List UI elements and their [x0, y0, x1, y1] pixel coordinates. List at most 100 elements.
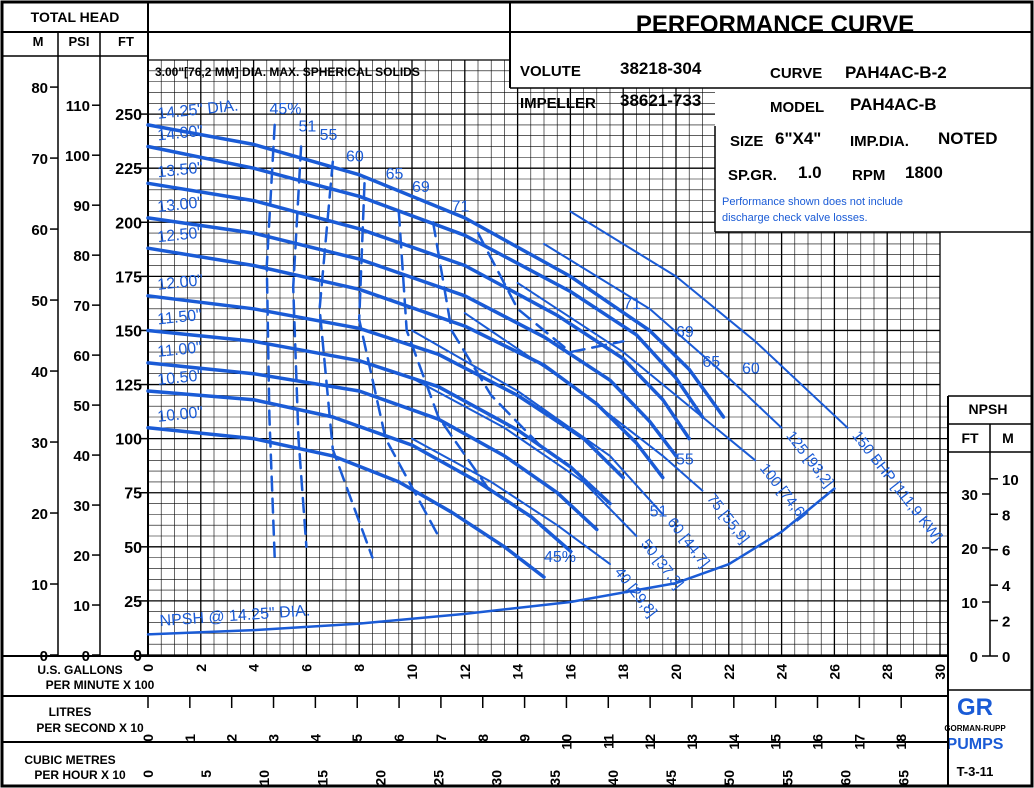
npsh-m-tick-label: 0: [1002, 649, 1010, 666]
m3h-tick-label: 0: [140, 770, 156, 778]
efficiency-line: [265, 123, 276, 559]
psi-tick-label: 110: [66, 98, 90, 115]
npsh-m-tick-label: 4: [1002, 578, 1011, 595]
bhp-line: [411, 329, 664, 516]
m3h-tick-label: 40: [605, 770, 621, 786]
m3h-tick-label: 50: [721, 770, 737, 786]
ft-tick-label: 100: [115, 432, 142, 449]
ft-tick-label: 75: [124, 486, 142, 503]
lps-tick-label: 17: [851, 734, 867, 750]
efficiency-label: 65: [702, 354, 720, 371]
psi-tick-label: 10: [73, 598, 90, 615]
head-curve: [146, 361, 599, 532]
gpm-tick-label: 2: [193, 664, 209, 672]
gpm-tick-label: 28: [879, 664, 895, 680]
gpm-tick-label: 14: [510, 664, 526, 680]
psi-tick-label: 100: [65, 148, 90, 165]
lps-tick-label: 12: [642, 734, 658, 750]
gpm-tick-label: 18: [615, 664, 631, 680]
efficiency-label: 71: [623, 296, 641, 313]
lps-tick-label: 5: [349, 734, 365, 742]
m-unit-label: M: [33, 34, 44, 49]
gpm-tick-label: 8: [351, 664, 367, 672]
psi-tick-label: 80: [73, 248, 90, 265]
head-curve: [146, 123, 726, 419]
npsh-ft-tick-label: 20: [961, 541, 978, 558]
lps-tick-label: 10: [558, 734, 574, 750]
rpm-label: RPM: [852, 167, 885, 184]
volute-value: 38218-304: [620, 59, 702, 78]
logo-brand: PUMPS: [947, 736, 1004, 753]
total-head-label: TOTAL HEAD: [31, 9, 120, 25]
lps-tick-label: 11: [600, 734, 616, 749]
ft-unit-label: FT: [118, 34, 134, 49]
spgr-value: 1.0: [798, 163, 822, 182]
ft-tick-label: 175: [115, 269, 142, 286]
psi-tick-label: 30: [73, 498, 90, 515]
gpm-label-line1: U.S. GALLONS: [37, 663, 122, 677]
head-curve-label: 10.50": [157, 367, 204, 389]
ft-tick-label: 0: [133, 648, 142, 665]
lps-label-line1: LITRES: [49, 705, 92, 719]
ft-tick-label: 125: [115, 378, 142, 395]
lps-tick-label: 1: [182, 734, 198, 742]
m3h-tick-label: 5: [198, 770, 214, 778]
npsh-m-tick-label: 10: [1002, 472, 1019, 489]
impdia-value: NOTED: [938, 129, 998, 148]
head-curve: [146, 294, 625, 480]
psi-tick-label: 20: [73, 548, 90, 565]
ft-tick-label: 25: [124, 594, 142, 611]
npsh-m-tick-label: 2: [1002, 614, 1010, 631]
gpm-tick-label: 12: [457, 664, 473, 680]
chart-title: PERFORMANCE CURVE: [636, 11, 914, 38]
lps-tick-label: 14: [726, 734, 742, 750]
lps-tick-label: 13: [684, 734, 700, 750]
head-curve-label: 12.00": [157, 272, 204, 294]
npsh-title: NPSH: [969, 401, 1008, 417]
head-curve-label: 14.00": [157, 123, 204, 145]
gpm-tick-label: 4: [246, 664, 262, 672]
efficiency-label: 60: [742, 361, 760, 378]
model-value: PAH4AC-B: [850, 95, 937, 114]
npsh-ft-tick-label: 10: [961, 595, 978, 612]
head-curve-label: 12.50": [157, 225, 204, 247]
efficiency-line: [318, 160, 374, 559]
m-tick-label: 20: [31, 506, 48, 523]
gpm-tick-label: 22: [721, 664, 737, 680]
bhp-line: [543, 242, 783, 429]
efficiency-label: 71: [452, 198, 470, 215]
m3h-label-line1: CUBIC METRES: [24, 753, 115, 767]
logo-mark: GR: [957, 694, 993, 721]
gpm-label-line2: PER MINUTE X 100: [46, 678, 155, 692]
m-tick-label: 40: [31, 364, 48, 381]
lps-tick-label: 2: [224, 734, 240, 742]
gpm-tick-label: 16: [562, 664, 578, 680]
impeller-value: 38621-733: [620, 91, 701, 110]
note-line-2: discharge check valve losses.: [722, 212, 868, 224]
model-label: MODEL: [770, 99, 824, 116]
logo-subtext: GORMAN-RUPP: [944, 724, 1006, 733]
m3h-tick-label: 65: [896, 770, 912, 786]
npsh-ft-tick-label: 0: [970, 649, 978, 666]
m3h-tick-label: 15: [314, 770, 330, 786]
npsh-ft-tick-label: 30: [961, 487, 978, 504]
bhp-line: [463, 312, 704, 492]
head-curve-label: 11.00": [157, 339, 203, 361]
rpm-value: 1800: [905, 163, 943, 182]
lps-tick-label: 15: [768, 734, 784, 750]
efficiency-line: [431, 221, 546, 451]
efficiency-line: [357, 182, 440, 538]
ft-tick-label: 225: [115, 161, 142, 178]
efficiency-label: 65: [386, 166, 404, 183]
psi-tick-label: 60: [73, 348, 90, 365]
npsh-m-tick-label: 6: [1002, 543, 1010, 560]
ft-tick-label: 200: [115, 215, 142, 232]
efficiency-label: 51: [298, 118, 316, 135]
m-tick-label: 80: [31, 80, 48, 97]
m3h-tick-label: 20: [372, 770, 388, 786]
npsh-m-tick-label: 8: [1002, 507, 1010, 524]
ft-tick-label: 150: [115, 323, 142, 340]
efficiency-label: 55: [676, 452, 694, 469]
impdia-label: IMP.DIA.: [850, 133, 909, 150]
